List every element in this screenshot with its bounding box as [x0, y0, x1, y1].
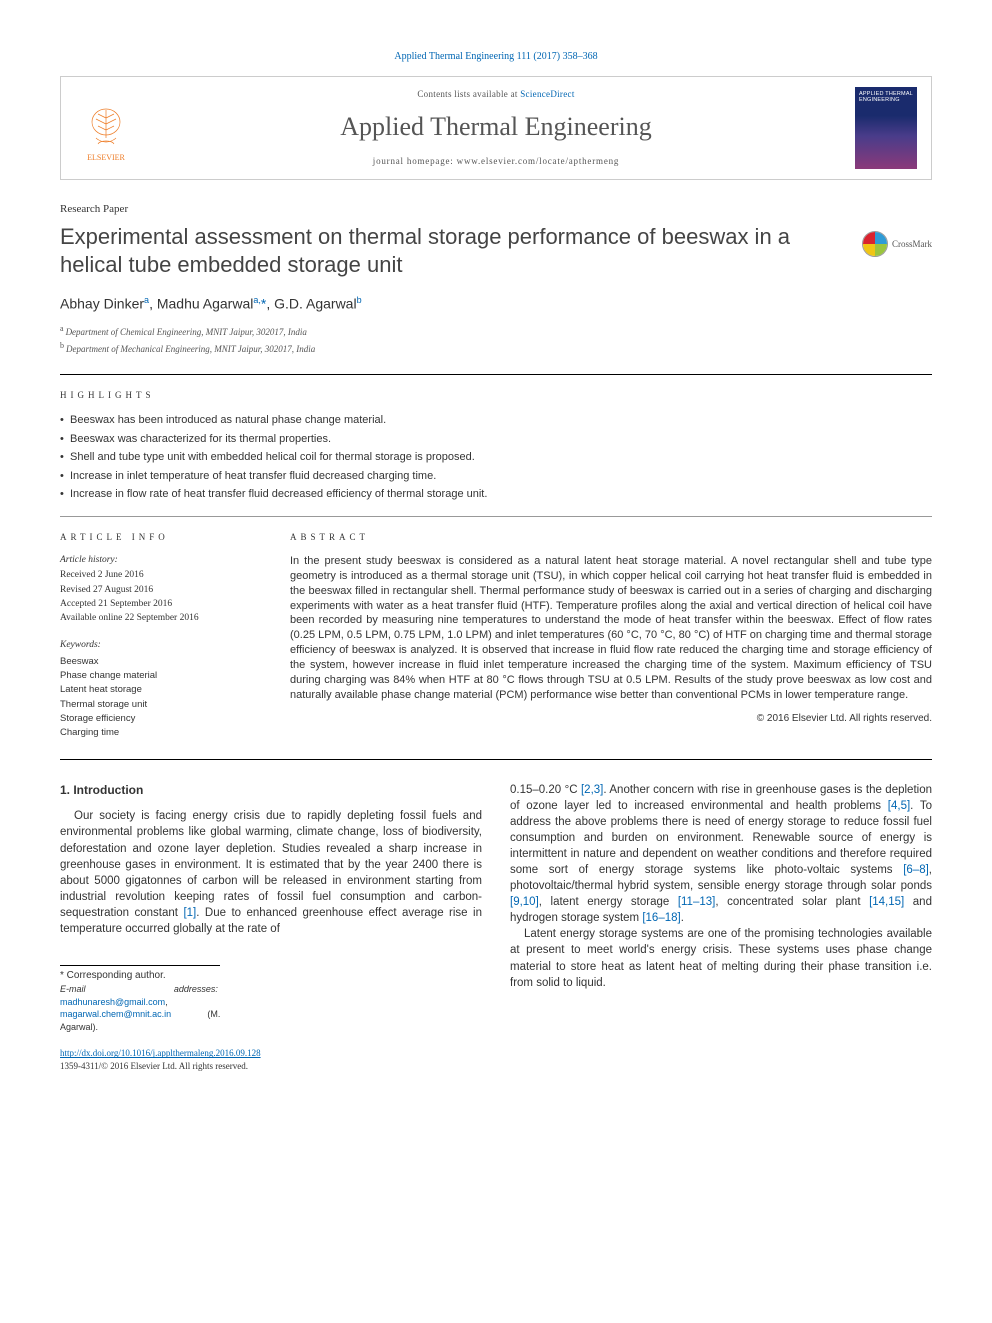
journal-name: Applied Thermal Engineering: [155, 109, 837, 145]
authors-line: Abhay Dinkera, Madhu Agarwala,*, G.D. Ag…: [60, 294, 932, 314]
sciencedirect-link[interactable]: ScienceDirect: [520, 89, 574, 99]
elsevier-wordmark: ELSEVIER: [87, 152, 125, 163]
journal-header: ELSEVIER Contents lists available at Sci…: [60, 76, 932, 180]
history-line: Received 2 June 2016: [60, 569, 260, 582]
citation-link[interactable]: [4,5]: [888, 800, 910, 812]
homepage-line: journal homepage: www.elsevier.com/locat…: [155, 155, 837, 168]
article-info-label: ARTICLE INFO: [60, 531, 260, 544]
keyword: Storage efficiency: [60, 712, 260, 725]
highlight-item: Increase in inlet temperature of heat tr…: [60, 469, 932, 484]
highlights-label: HIGHLIGHTS: [60, 389, 932, 402]
doi-link[interactable]: http://dx.doi.org/10.1016/j.applthermale…: [60, 1048, 261, 1058]
keyword: Latent heat storage: [60, 683, 260, 696]
column-right: 0.15–0.20 °C [2,3]. Another concern with…: [510, 782, 932, 1034]
intro-heading: 1. Introduction: [60, 782, 482, 799]
issn-copyright: 1359-4311/© 2016 Elsevier Ltd. All right…: [60, 1060, 932, 1073]
journal-citation: Applied Thermal Engineering 111 (2017) 3…: [60, 50, 932, 64]
abstract-label: ABSTRACT: [290, 531, 932, 544]
citation-link[interactable]: [16–18]: [642, 912, 680, 924]
crossmark-badge[interactable]: CrossMark: [862, 231, 932, 257]
history-line: Available online 22 September 2016: [60, 612, 260, 625]
abstract-copyright: © 2016 Elsevier Ltd. All rights reserved…: [290, 712, 932, 726]
abstract-text: In the present study beeswax is consider…: [290, 554, 932, 702]
crossmark-icon: [862, 231, 888, 257]
citation-link[interactable]: [9,10]: [510, 896, 539, 908]
column-left: 1. Introduction Our society is facing en…: [60, 782, 482, 1034]
paper-type-label: Research Paper: [60, 202, 932, 217]
body-columns: 1. Introduction Our society is facing en…: [60, 782, 932, 1034]
highlights-list: Beeswax has been introduced as natural p…: [60, 413, 932, 502]
history-label: Article history:: [60, 554, 260, 567]
elsevier-logo: ELSEVIER: [75, 93, 137, 163]
history-line: Accepted 21 September 2016: [60, 598, 260, 611]
author-email-link[interactable]: magarwal.chem@mnit.ac.in: [60, 1009, 171, 1019]
intro-paragraph: 0.15–0.20 °C [2,3]. Another concern with…: [510, 782, 932, 927]
intro-paragraph: Our society is facing energy crisis due …: [60, 808, 482, 937]
article-info-sidebar: ARTICLE INFO Article history: Received 2…: [60, 531, 260, 740]
intro-paragraph: Latent energy storage systems are one of…: [510, 926, 932, 990]
author-email-link[interactable]: madhunaresh@gmail.com: [60, 997, 165, 1007]
affiliation: aDepartment of Chemical Engineering, MNI…: [60, 323, 932, 339]
abstract-section: ABSTRACT In the present study beeswax is…: [290, 531, 932, 740]
footnotes: * Corresponding author. E-mail addresses…: [60, 965, 220, 1033]
page-footer: http://dx.doi.org/10.1016/j.applthermale…: [60, 1047, 932, 1072]
keyword: Thermal storage unit: [60, 698, 260, 711]
citation-link[interactable]: [6–8]: [903, 864, 929, 876]
keywords-label: Keywords:: [60, 639, 260, 652]
keyword: Phase change material: [60, 669, 260, 682]
highlight-item: Beeswax has been introduced as natural p…: [60, 413, 932, 428]
journal-cover-thumbnail: APPLIED THERMAL ENGINEERING: [855, 87, 917, 169]
highlight-item: Beeswax was characterized for its therma…: [60, 432, 932, 447]
crossmark-label: CrossMark: [892, 238, 932, 251]
history-line: Revised 27 August 2016: [60, 584, 260, 597]
citation-link[interactable]: [14,15]: [869, 896, 904, 908]
citation-link[interactable]: [11–13]: [678, 896, 716, 908]
highlight-item: Shell and tube type unit with embedded h…: [60, 450, 932, 465]
corresponding-author-note: * Corresponding author.: [60, 970, 166, 981]
citation-link[interactable]: [2,3]: [581, 784, 603, 796]
highlight-item: Increase in flow rate of heat transfer f…: [60, 487, 932, 502]
affiliation: bDepartment of Mechanical Engineering, M…: [60, 340, 932, 356]
affiliations: aDepartment of Chemical Engineering, MNI…: [60, 323, 932, 356]
citation-link[interactable]: [1]: [183, 907, 196, 919]
elsevier-tree-icon: [82, 104, 130, 152]
homepage-url[interactable]: www.elsevier.com/locate/apthermeng: [457, 156, 620, 166]
paper-title: Experimental assessment on thermal stora…: [60, 223, 842, 278]
email-label: E-mail addresses:: [60, 984, 218, 994]
contents-line: Contents lists available at ScienceDirec…: [155, 88, 837, 101]
keyword: Beeswax: [60, 655, 260, 668]
highlights-section: HIGHLIGHTS Beeswax has been introduced a…: [60, 389, 932, 503]
keyword: Charging time: [60, 726, 260, 739]
